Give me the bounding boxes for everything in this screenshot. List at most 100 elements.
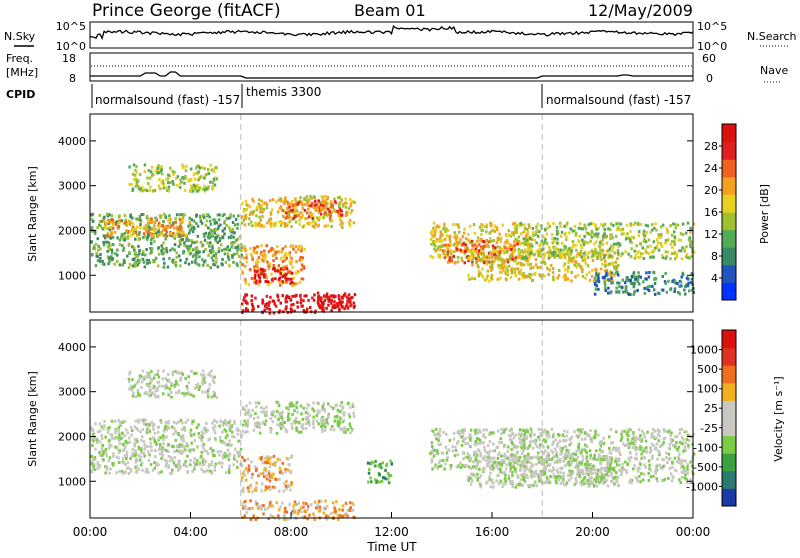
power-data-cell xyxy=(589,279,592,282)
power-data-cell xyxy=(185,165,188,168)
power-data-cell xyxy=(285,297,288,300)
power-data-cell xyxy=(489,222,492,225)
power-data-cell xyxy=(146,215,149,218)
velocity-data-cell xyxy=(166,460,169,463)
velocity-data-cell xyxy=(455,449,458,452)
velocity-data-cell xyxy=(198,388,201,391)
velocity-data-cell xyxy=(96,441,99,444)
velocity-data-cell xyxy=(321,408,324,411)
power-data-cell xyxy=(497,278,500,281)
velocity-data-cell xyxy=(260,508,263,511)
power-data-cell xyxy=(591,255,594,258)
power-data-cell xyxy=(179,264,182,267)
velocity-data-cell xyxy=(500,428,503,431)
power-data-cell xyxy=(660,225,663,228)
power-data-cell xyxy=(244,215,247,218)
power-data-cell xyxy=(529,252,532,255)
power-data-cell xyxy=(91,226,94,229)
velocity-data-cell xyxy=(190,434,193,437)
velocity-data-cell xyxy=(511,471,513,474)
power-data-cell xyxy=(284,266,287,269)
velocity-data-cell xyxy=(312,401,315,404)
velocity-data-cell xyxy=(435,437,438,440)
power-data-cell xyxy=(111,214,114,217)
velocity-data-cell xyxy=(278,478,281,481)
power-data-cell xyxy=(612,236,615,239)
velocity-data-cell xyxy=(160,436,163,439)
power-data-cell xyxy=(199,176,202,179)
power-data-cell xyxy=(315,223,318,226)
power-data-cell xyxy=(227,253,230,256)
velocity-data-cell xyxy=(339,514,342,517)
velocity-data-cell xyxy=(349,509,352,512)
power-data-cell xyxy=(324,295,327,298)
velocity-data-cell xyxy=(147,450,150,453)
power-data-cell xyxy=(218,218,221,221)
power-data-cell xyxy=(261,204,264,207)
velocity-data-cell xyxy=(176,370,179,373)
cpid-panel: CPID normalsound (fast) -157 themis 3300… xyxy=(6,84,691,108)
power-data-cell xyxy=(564,253,567,256)
velocity-data-cell xyxy=(431,441,434,444)
power-data-cell xyxy=(442,252,445,255)
power-data-cell xyxy=(622,228,625,231)
power-data-cell xyxy=(133,178,136,181)
velocity-data-cell xyxy=(433,449,436,452)
power-data-cell xyxy=(254,224,257,227)
velocity-data-cell xyxy=(142,376,145,379)
velocity-data-cell xyxy=(102,427,105,430)
velocity-data-cell xyxy=(167,373,170,376)
velocity-data-cell xyxy=(589,457,592,460)
velocity-data-cell xyxy=(213,381,216,384)
power-data-cell xyxy=(266,206,269,209)
power-data-cell xyxy=(653,278,656,281)
power-data-cell xyxy=(680,281,683,284)
velocity-data-cell xyxy=(504,474,507,477)
power-data-cell xyxy=(642,247,645,250)
power-data-cell xyxy=(510,244,513,247)
power-data-cell xyxy=(248,223,251,226)
power-data-cell xyxy=(599,247,602,250)
velocity-data-cell xyxy=(206,469,209,472)
power-data-cell xyxy=(176,213,179,216)
power-data-cell xyxy=(251,224,254,227)
power-data-cell xyxy=(280,205,283,208)
power-data-cell xyxy=(165,225,168,228)
velocity-data-cell xyxy=(243,470,246,473)
power-data-cell xyxy=(193,173,196,176)
velocity-data-cell xyxy=(127,461,130,464)
velocity-data-cell xyxy=(507,450,510,453)
velocity-data-cell xyxy=(228,469,231,472)
power-data-cell xyxy=(179,259,182,262)
power-data-cell xyxy=(193,184,196,187)
power-data-cell xyxy=(633,271,636,274)
velocity-data-cell xyxy=(500,455,503,458)
velocity-data-cell xyxy=(247,422,250,425)
power-data-cell xyxy=(295,245,298,248)
power-data-cell xyxy=(244,223,247,226)
power-data-cell xyxy=(430,238,433,241)
velocity-data-cell xyxy=(581,483,584,486)
velocity-data-cell xyxy=(225,436,228,439)
velocity-data-cell xyxy=(298,421,301,424)
velocity-data-cell xyxy=(184,377,187,380)
velocity-data-cell xyxy=(276,501,279,504)
power-data-cell xyxy=(182,252,185,255)
velocity-data-cell xyxy=(495,465,498,468)
power-data-cell xyxy=(245,254,248,257)
power-data-cell xyxy=(522,223,525,226)
velocity-data-cell xyxy=(245,404,248,407)
velocity-data-cell xyxy=(318,411,321,414)
power-data-cell xyxy=(189,189,192,192)
power-data-cell xyxy=(638,282,641,285)
power-data-cell xyxy=(306,212,309,215)
power-data-cell xyxy=(471,264,474,267)
power-data-cell xyxy=(338,301,341,304)
power-data-cell xyxy=(307,208,310,211)
power-data-cell xyxy=(444,238,447,241)
power-data-cell xyxy=(633,290,636,293)
power-data-cell xyxy=(662,289,665,292)
velocity-data-cell xyxy=(470,429,473,432)
power-data-cell xyxy=(583,255,586,258)
power-data-cell xyxy=(308,215,311,218)
